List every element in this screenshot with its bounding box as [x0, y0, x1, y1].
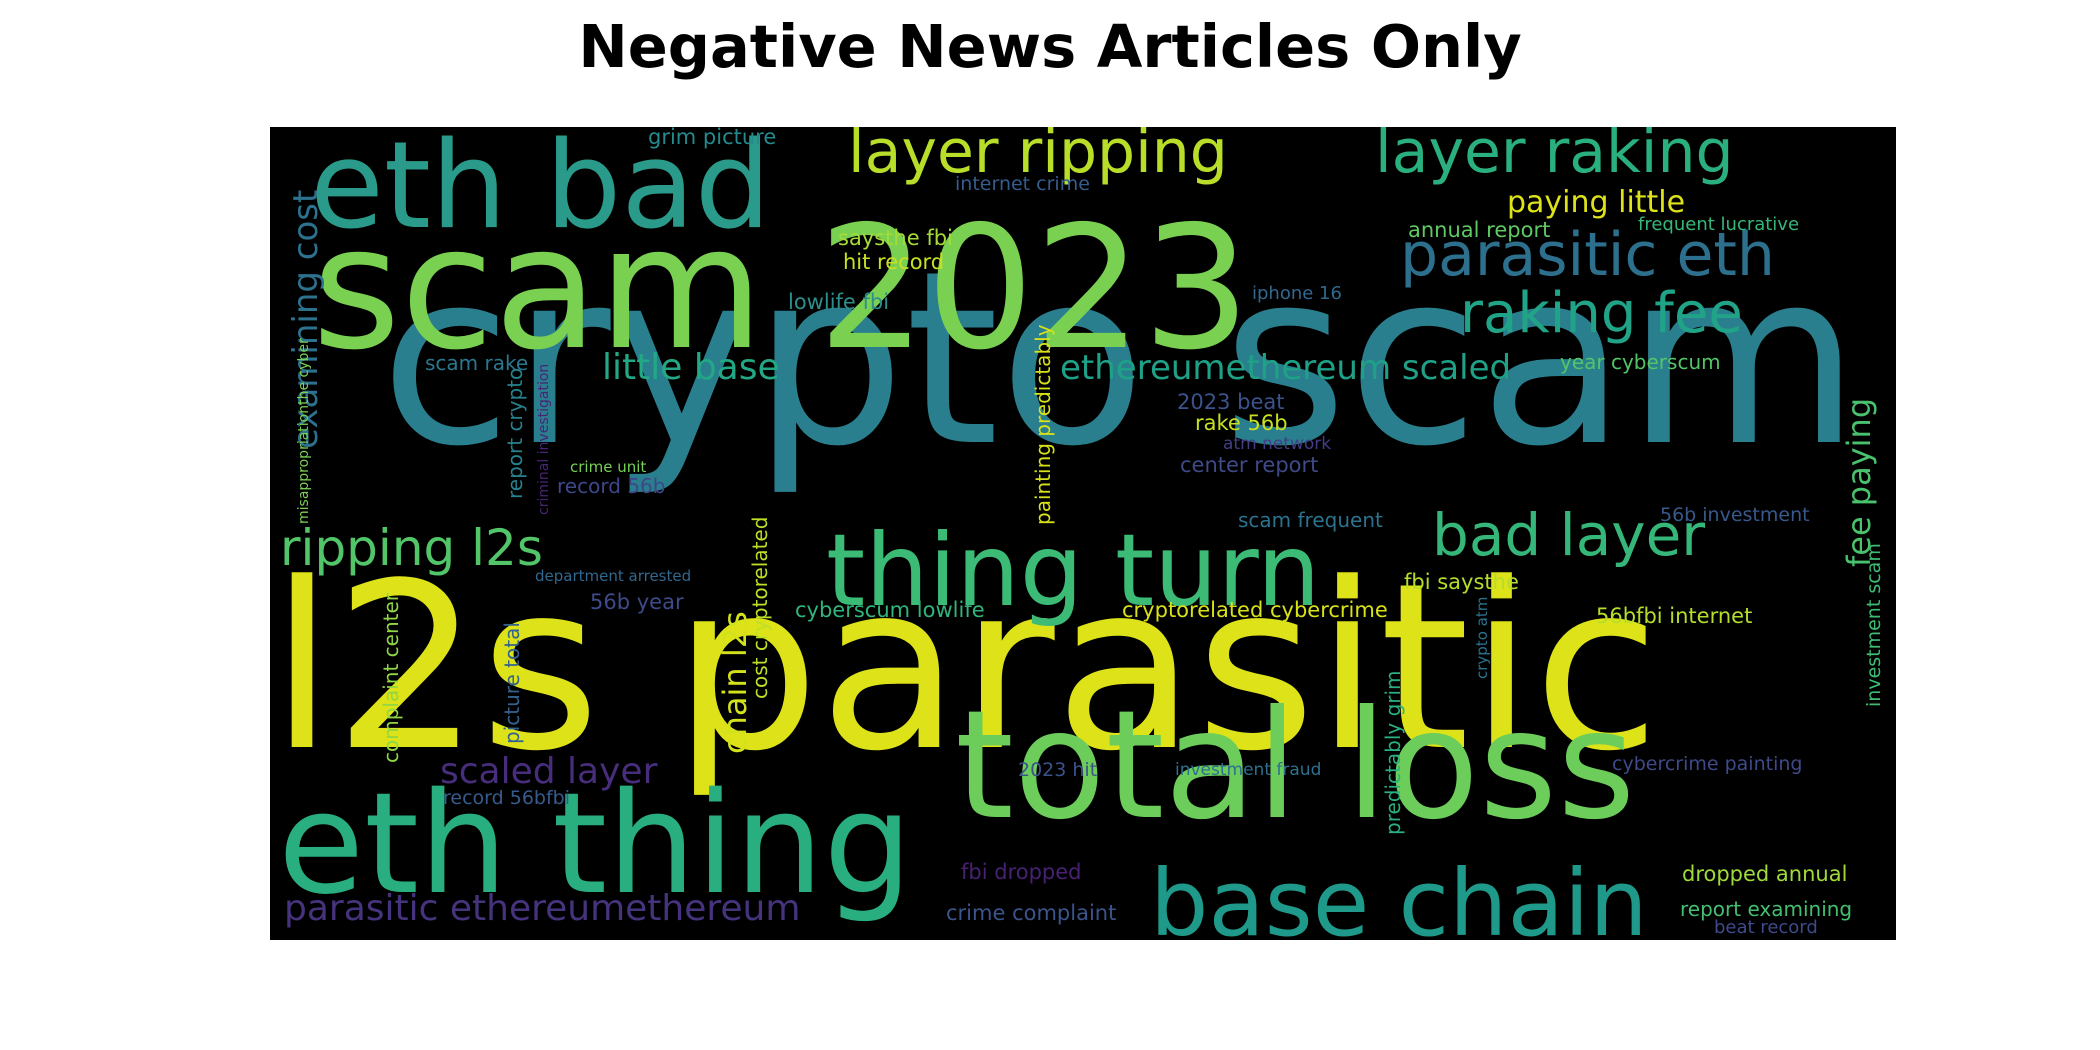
word-internet-crime: internet crime [955, 173, 1090, 195]
word-lowlife-fbi: lowlife fbi [788, 290, 889, 314]
word-investment-fraud: investment fraud [1175, 760, 1321, 780]
word-record-56b: record 56b [557, 474, 665, 498]
word-56bfbi-internet: 56bfbi internet [1596, 604, 1752, 628]
word-thing-turn: thing turn [826, 512, 1320, 629]
word-cost-cryptorelated: cost cryptorelated [748, 517, 772, 699]
word-record-56bfbi: record 56bfbi [443, 787, 570, 809]
word-2023-hit: 2023 hit [1018, 759, 1097, 781]
word-saysthe-fbi: saysthe fbi [838, 226, 953, 250]
word-report-crypto: report crypto [503, 368, 527, 499]
chart-title: Negative News Articles Only [578, 12, 1522, 81]
word-fee-paying: fee paying [1840, 398, 1878, 567]
word-paying-little: paying little [1507, 185, 1685, 220]
word-l2s-parasitic: l2s parasitic [270, 535, 1660, 802]
word-painting-predictably: painting predictably [1031, 324, 1055, 525]
word-grim-picture: grim picture [648, 127, 776, 149]
word-annual-report: annual report [1408, 218, 1550, 242]
word-crime-unit: crime unit [570, 458, 646, 476]
word-fbi-saysthe: fbi saysthe [1404, 570, 1519, 594]
word-crypto-atm: crypto atm [1473, 597, 1491, 679]
word-cybercrime-painting: cybercrime painting [1612, 753, 1802, 775]
word-raking-fee: raking fee [1460, 281, 1743, 346]
word-fbi-dropped: fbi dropped [961, 860, 1082, 884]
word-56b-year: 56b year [590, 590, 684, 614]
word-scam-rake: scam rake [425, 351, 528, 375]
word-eth-bad: eth bad [310, 127, 771, 256]
word-report-examining: report examining [1680, 897, 1852, 921]
word-bad-layer: bad layer [1432, 501, 1705, 569]
word-cryptorelated-cybercrime: cryptorelated cybercrime [1122, 598, 1388, 622]
word-crime-complaint: crime complaint [946, 901, 1116, 925]
word-iphone-16: iphone 16 [1252, 283, 1342, 304]
word-eth-thing: eth thing [278, 763, 912, 926]
word-parasitic-eth: parasitic eth [1400, 220, 1775, 290]
word-56b-investment: 56b investment [1660, 504, 1810, 526]
word-hit-record: hit record [843, 250, 944, 274]
wordcloud-svg: crypto scam l2s parasitic scam 2023 total l… [270, 127, 1885, 940]
word-department-arrested: department arrested [535, 567, 691, 585]
word-crypto-scam: crypto scam [380, 219, 1860, 499]
word-frequent-lucrative: frequent lucrative [1638, 214, 1799, 235]
word-layer-ripping: layer ripping [848, 127, 1228, 187]
word-rake-56b: rake 56b [1195, 411, 1288, 435]
word-ethereumethereum-scaled: ethereumethereum scaled [1060, 348, 1511, 388]
word-atm-network: atm network [1223, 434, 1331, 454]
word-parasitic-ethereumethereum: parasitic ethereumethereum [284, 888, 800, 929]
word-scam-frequent: scam frequent [1238, 508, 1383, 532]
word-criminal-investigation: criminal investigation [536, 364, 552, 515]
word-little-base: little base [602, 347, 780, 388]
word-2023-beat: 2023 beat [1177, 390, 1284, 414]
word-total-loss: total loss [955, 679, 1635, 853]
word-ripping-l2s: ripping l2s [280, 519, 543, 577]
word-dropped-annual: dropped annual [1682, 862, 1847, 886]
word-beat-record: beat record [1714, 917, 1818, 938]
word-complaint-center: complaint center [379, 592, 403, 763]
word-misappropriationthe-cyber: misappropriationthe cyber [296, 338, 312, 524]
word-picture-total: picture total [500, 622, 524, 744]
word-scaled-layer: scaled layer [440, 751, 658, 792]
word-examining-cost: examining cost [286, 190, 326, 449]
wordcloud-canvas: crypto scam l2s parasitic scam 2023 total l… [270, 127, 1896, 940]
word-center-report: center report [1180, 453, 1318, 477]
word-cyberscum-lowlife: cyberscum lowlife [795, 598, 985, 622]
word-layer-raking: layer raking [1375, 127, 1734, 187]
word-predictably-grim: predictably grim [1381, 670, 1405, 835]
word-scam-2023: scam 2023 [312, 190, 1251, 388]
word-base-chain: base chain [1150, 850, 1648, 940]
word-chain-l2s: chain l2s [716, 611, 754, 754]
word-year-cyberscum: year cyberscum [1560, 350, 1721, 374]
word-investment-scam: investment scam [1863, 543, 1885, 707]
